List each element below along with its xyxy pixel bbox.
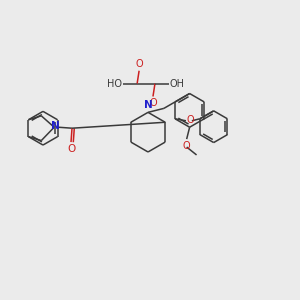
Text: HO: HO: [107, 79, 122, 88]
Text: O: O: [67, 144, 75, 154]
Text: N: N: [144, 100, 152, 110]
Text: O: O: [135, 59, 143, 69]
Text: O: O: [149, 98, 157, 108]
Text: O: O: [183, 141, 190, 151]
Text: OH: OH: [170, 79, 185, 88]
Text: N: N: [51, 121, 59, 131]
Text: O: O: [187, 115, 195, 125]
